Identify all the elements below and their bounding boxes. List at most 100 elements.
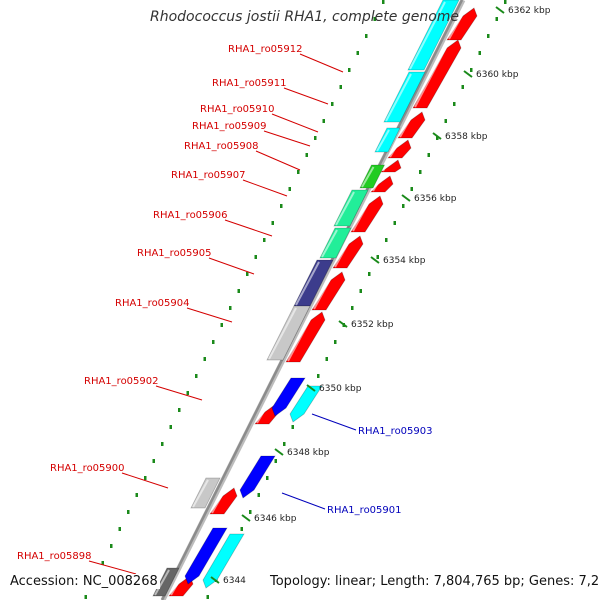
track-dot [186, 391, 189, 395]
tick-mark [274, 448, 284, 456]
tick-label: 6346 kbp [254, 514, 297, 524]
track-dot [436, 136, 439, 140]
track-dot [453, 102, 456, 106]
tick-label: 6354 kbp [383, 256, 426, 266]
track-dot [280, 204, 283, 208]
cyan-gene-arrow [202, 533, 245, 589]
track-dot [461, 85, 464, 89]
track-dot [410, 187, 413, 191]
track-dot [254, 255, 257, 259]
tick-label: 6356 kbp [414, 194, 457, 204]
tick-mark [370, 256, 380, 264]
red-gene-arrow-highlight [170, 577, 182, 596]
red-gene-arrow-highlight [352, 197, 372, 232]
cyan-gene-block [374, 127, 401, 153]
gene-label[interactable]: RHA1_ro05908 [184, 141, 259, 152]
label-leader-line [242, 179, 288, 197]
track-dot [127, 510, 130, 514]
gene-label[interactable]: RHA1_ro05909 [192, 121, 267, 132]
track-dot [263, 238, 266, 242]
accession-text: Accession: NC_008268 [8, 574, 160, 589]
red-gene-arrow-highlight [414, 41, 450, 108]
track-dot [382, 0, 385, 4]
red-gene-arrow-highlight [313, 273, 334, 310]
tick-mark [432, 132, 442, 140]
gene-labels: RHA1_ro05912 RHA1_ro05911 RHA1_ro05910 RHA1… [17, 44, 433, 575]
gene-label[interactable]: RHA1_ro05906 [153, 210, 228, 221]
track-dot [365, 34, 368, 38]
track-dot [351, 306, 354, 310]
track-dot [178, 408, 181, 412]
gene-label[interactable]: RHA1_ro05905 [137, 248, 212, 259]
track-dot [249, 510, 252, 514]
track-dot [152, 459, 155, 463]
track-dot [495, 17, 498, 21]
track-dot [206, 595, 209, 599]
tick-mark [463, 70, 473, 78]
tick-mark [241, 514, 251, 522]
track-dot [322, 119, 325, 123]
track-dot [348, 68, 351, 72]
darkgray-gene-block-highlight [154, 569, 170, 596]
gene-label[interactable]: RHA1_ro05903 [358, 426, 433, 437]
navy-gene-block-highlight [295, 261, 320, 306]
gene-label[interactable]: RHA1_ro05912 [228, 44, 303, 55]
label-leader-line [208, 257, 255, 275]
label-leader-line [311, 413, 357, 431]
gene-label[interactable]: RHA1_ro05900 [50, 463, 125, 474]
gene-label[interactable]: RHA1_ro05898 [17, 551, 92, 562]
label-leader-line [271, 113, 319, 133]
track-dot [373, 17, 376, 21]
track-dot [478, 51, 481, 55]
red-gene-arrow-highlight [372, 177, 382, 192]
tick-label: 6350 kbp [319, 384, 362, 394]
track-dot [237, 289, 240, 293]
label-leader-line [299, 53, 344, 73]
red-gene-arrow-highlight [211, 489, 226, 514]
label-leader-line [255, 150, 301, 171]
track-dot [203, 357, 206, 361]
blue-gene-arrow [239, 455, 276, 499]
gene-label[interactable]: RHA1_ro05911 [212, 78, 287, 89]
track-dot [419, 170, 422, 174]
gene-label[interactable]: RHA1_ro05902 [84, 376, 159, 387]
red-gene-arrow-highlight [256, 405, 268, 424]
cyan-gene-block-highlight [409, 1, 446, 70]
track-dot [169, 425, 172, 429]
track-dot [325, 357, 328, 361]
track-dot [229, 306, 232, 310]
track-dot [402, 204, 405, 208]
track-dot [161, 442, 164, 446]
gene-label[interactable]: RHA1_ro05907 [171, 170, 246, 181]
track-dot [470, 68, 473, 72]
tick-mark [401, 194, 411, 202]
gene-label[interactable]: RHA1_ro05910 [200, 104, 275, 115]
track-dot [385, 238, 388, 242]
gray-gene-block-highlight [192, 479, 209, 508]
label-leader-line [224, 219, 273, 237]
track-dot [393, 221, 396, 225]
blue-gene-arrow [184, 527, 228, 585]
red-gene-arrow [370, 175, 394, 193]
label-leader-line [88, 560, 137, 575]
teal-gene-block [333, 189, 369, 227]
teal-gene-block-highlight [335, 191, 355, 226]
track-dot [118, 527, 121, 531]
gene-label[interactable]: RHA1_ro05904 [115, 298, 190, 309]
red-gene-arrow-highlight [334, 237, 352, 268]
track-dot [274, 459, 277, 463]
teal-gene-block-highlight [321, 229, 338, 258]
tick-label: 6348 kbp [287, 448, 330, 458]
track-dot [246, 272, 249, 276]
track-dot [266, 476, 269, 480]
label-leader-line [186, 307, 233, 323]
track-dot [356, 51, 359, 55]
track-dot [240, 527, 243, 531]
gene-label[interactable]: RHA1_ro05901 [327, 505, 402, 516]
tick-mark [306, 384, 316, 392]
track-dot [334, 340, 337, 344]
track-dot [220, 323, 223, 327]
track-dot [376, 255, 379, 259]
